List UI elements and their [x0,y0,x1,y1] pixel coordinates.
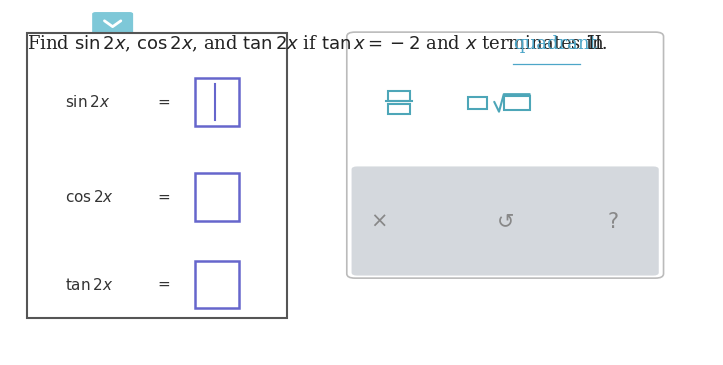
Text: II.: II. [582,35,608,53]
Text: $\tan 2x$: $\tan 2x$ [65,277,114,293]
Text: =: = [158,189,170,205]
FancyBboxPatch shape [351,166,659,276]
FancyBboxPatch shape [27,33,287,318]
Text: ↺: ↺ [497,212,514,231]
Text: Find $\sin 2x$, $\cos 2x$, and $\tan 2x$ if $\tan x = -2$ and $x$ terminates in: Find $\sin 2x$, $\cos 2x$, and $\tan 2x$… [27,34,606,54]
FancyBboxPatch shape [468,97,487,109]
Text: ?: ? [608,212,619,231]
Text: quadrant: quadrant [513,35,597,53]
Text: ×: × [370,212,388,231]
FancyBboxPatch shape [194,78,239,126]
FancyBboxPatch shape [347,32,664,278]
FancyBboxPatch shape [388,104,410,114]
Text: =: = [158,95,170,110]
FancyBboxPatch shape [194,173,239,221]
Text: $\cos 2x$: $\cos 2x$ [65,189,114,205]
Text: $\sin 2x$: $\sin 2x$ [65,94,110,110]
FancyBboxPatch shape [92,12,133,35]
FancyBboxPatch shape [388,91,410,101]
Text: =: = [158,277,170,292]
FancyBboxPatch shape [504,96,531,110]
FancyBboxPatch shape [194,261,239,308]
